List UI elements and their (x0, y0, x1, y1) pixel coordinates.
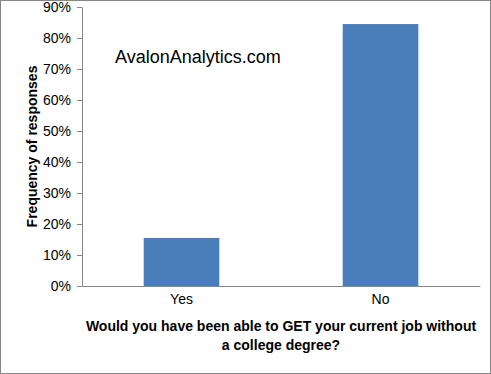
y-tick-mark (77, 255, 82, 256)
chart-border (1, 1, 491, 374)
y-tick-mark (77, 38, 82, 39)
x-tick-label: Yes (170, 291, 193, 307)
y-tick-label: 0% (51, 278, 71, 294)
y-tick-label: 90% (43, 0, 71, 15)
y-axis-line (82, 8, 83, 287)
y-tick: 70% (43, 61, 82, 77)
x-tick: Yes (170, 291, 193, 307)
y-tick-mark (77, 100, 82, 101)
y-tick-label: 50% (43, 123, 71, 139)
y-tick-mark (77, 131, 82, 132)
y-axis-title: Frequency of responses (24, 65, 40, 227)
y-tick-label: 60% (43, 92, 71, 108)
y-tick-label: 80% (43, 30, 71, 46)
y-tick-label: 20% (43, 216, 71, 232)
y-tick: 60% (43, 92, 82, 108)
y-tick-mark (77, 7, 82, 8)
bar (144, 238, 220, 286)
x-tick-label: No (372, 291, 390, 307)
y-tick-mark (77, 224, 82, 225)
x-axis: Yes No (83, 287, 481, 307)
y-tick: 80% (43, 30, 82, 46)
bar (343, 24, 419, 286)
y-tick-label: 40% (43, 154, 71, 170)
y-tick-label: 10% (43, 247, 71, 263)
y-tick: 50% (43, 123, 82, 139)
y-axis: 0% 10% 20% 30% 40% 50% 60% 70% 80% 90% (43, 0, 83, 294)
y-tick: 40% (43, 154, 82, 170)
y-tick-mark (77, 69, 82, 70)
chart: 0% 10% 20% 30% 40% 50% 60% 70% 80% 90% Yes No Freque… (0, 0, 491, 374)
y-tick: 10% (43, 247, 82, 263)
y-tick: 90% (43, 0, 82, 15)
y-tick-label: 30% (43, 185, 71, 201)
x-axis-title: Would you have been able to GET your cur… (86, 318, 477, 353)
y-tick-mark (77, 193, 82, 194)
x-tick: No (372, 291, 390, 307)
y-tick-mark (77, 286, 82, 287)
y-tick-label: 70% (43, 61, 71, 77)
y-tick-mark (77, 162, 82, 163)
y-tick: 30% (43, 185, 82, 201)
annotation: AvalonAnalytics.com (115, 47, 281, 67)
y-tick: 20% (43, 216, 82, 232)
y-tick: 0% (51, 278, 82, 294)
x-axis-line (83, 286, 481, 287)
